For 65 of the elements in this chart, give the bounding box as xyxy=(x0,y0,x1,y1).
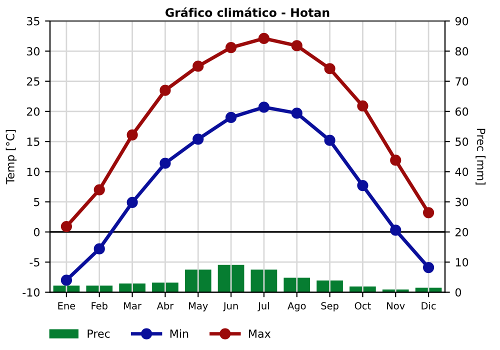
chart-title: Gráfico climático - Hotan xyxy=(166,7,330,17)
y2-tick-label: 20 xyxy=(456,228,468,236)
y2-tick-label: 90 xyxy=(455,16,468,26)
y-tick-label: -10 xyxy=(22,288,40,297)
x-tick-label: Feb xyxy=(92,302,108,310)
point xyxy=(192,134,204,145)
y-tick-label: 35 xyxy=(26,16,40,26)
point xyxy=(60,274,72,286)
y2-tick-label: 60 xyxy=(456,107,468,116)
x-tick-label: Nov xyxy=(387,302,405,310)
point xyxy=(126,196,138,208)
point xyxy=(160,158,171,169)
y-axis-title: Temp [°C] xyxy=(6,130,17,184)
x-tick-label: Mar xyxy=(124,302,142,310)
x-tick-label: Ago xyxy=(288,302,306,312)
y-tick-label: 15 xyxy=(27,138,40,146)
point xyxy=(390,154,402,166)
x-tick-label: May xyxy=(189,302,208,312)
point xyxy=(390,224,402,236)
y2-axis-title: Prec [mm] xyxy=(476,128,486,184)
y-tick-label: -5 xyxy=(30,258,40,266)
x-tick-label: Dic xyxy=(422,302,436,310)
point xyxy=(60,220,72,232)
legend-label: Prec xyxy=(88,330,110,338)
point xyxy=(422,207,434,218)
x-tick-label: Abr xyxy=(156,302,174,310)
point xyxy=(225,42,237,54)
point xyxy=(291,108,302,119)
y2-tick-label: 30 xyxy=(456,198,468,206)
y-tick-label: 20 xyxy=(26,107,40,116)
y2-tick-label: 0 xyxy=(455,288,462,297)
y-tick-label: 25 xyxy=(26,77,40,86)
point xyxy=(126,129,138,140)
point xyxy=(94,184,105,196)
point xyxy=(192,60,204,72)
y2-tick-label: 80 xyxy=(455,47,468,56)
point xyxy=(324,134,336,146)
point xyxy=(422,262,434,274)
legend-label: Min xyxy=(170,329,188,338)
x-tick-label: Oct xyxy=(354,302,371,310)
y2-tick-label: 50 xyxy=(456,138,468,146)
bar xyxy=(250,270,278,292)
legend-label: Max xyxy=(249,330,271,338)
x-tick-label: Ene xyxy=(58,302,76,310)
bar xyxy=(184,270,212,292)
y2-tick-label: 10 xyxy=(456,258,468,266)
x-tick-label: Jul xyxy=(258,302,269,312)
point xyxy=(258,32,270,44)
y-tick-label: 30 xyxy=(26,47,40,56)
y2-tick-label: 70 xyxy=(456,77,468,86)
point xyxy=(357,100,368,112)
point xyxy=(160,84,171,96)
x-tick-label: Jun xyxy=(222,302,238,312)
y-tick-label: 5 xyxy=(34,198,40,206)
y-tick-label: 0 xyxy=(34,228,40,236)
point xyxy=(324,63,336,74)
y-tick-label: 10 xyxy=(27,168,40,176)
point xyxy=(291,40,302,52)
point xyxy=(357,180,368,192)
x-tick-label: Sep xyxy=(321,302,338,312)
y2-tick-label: 40 xyxy=(455,168,468,176)
point xyxy=(94,243,105,254)
bar xyxy=(218,264,244,292)
point xyxy=(258,102,270,113)
point xyxy=(225,112,237,123)
